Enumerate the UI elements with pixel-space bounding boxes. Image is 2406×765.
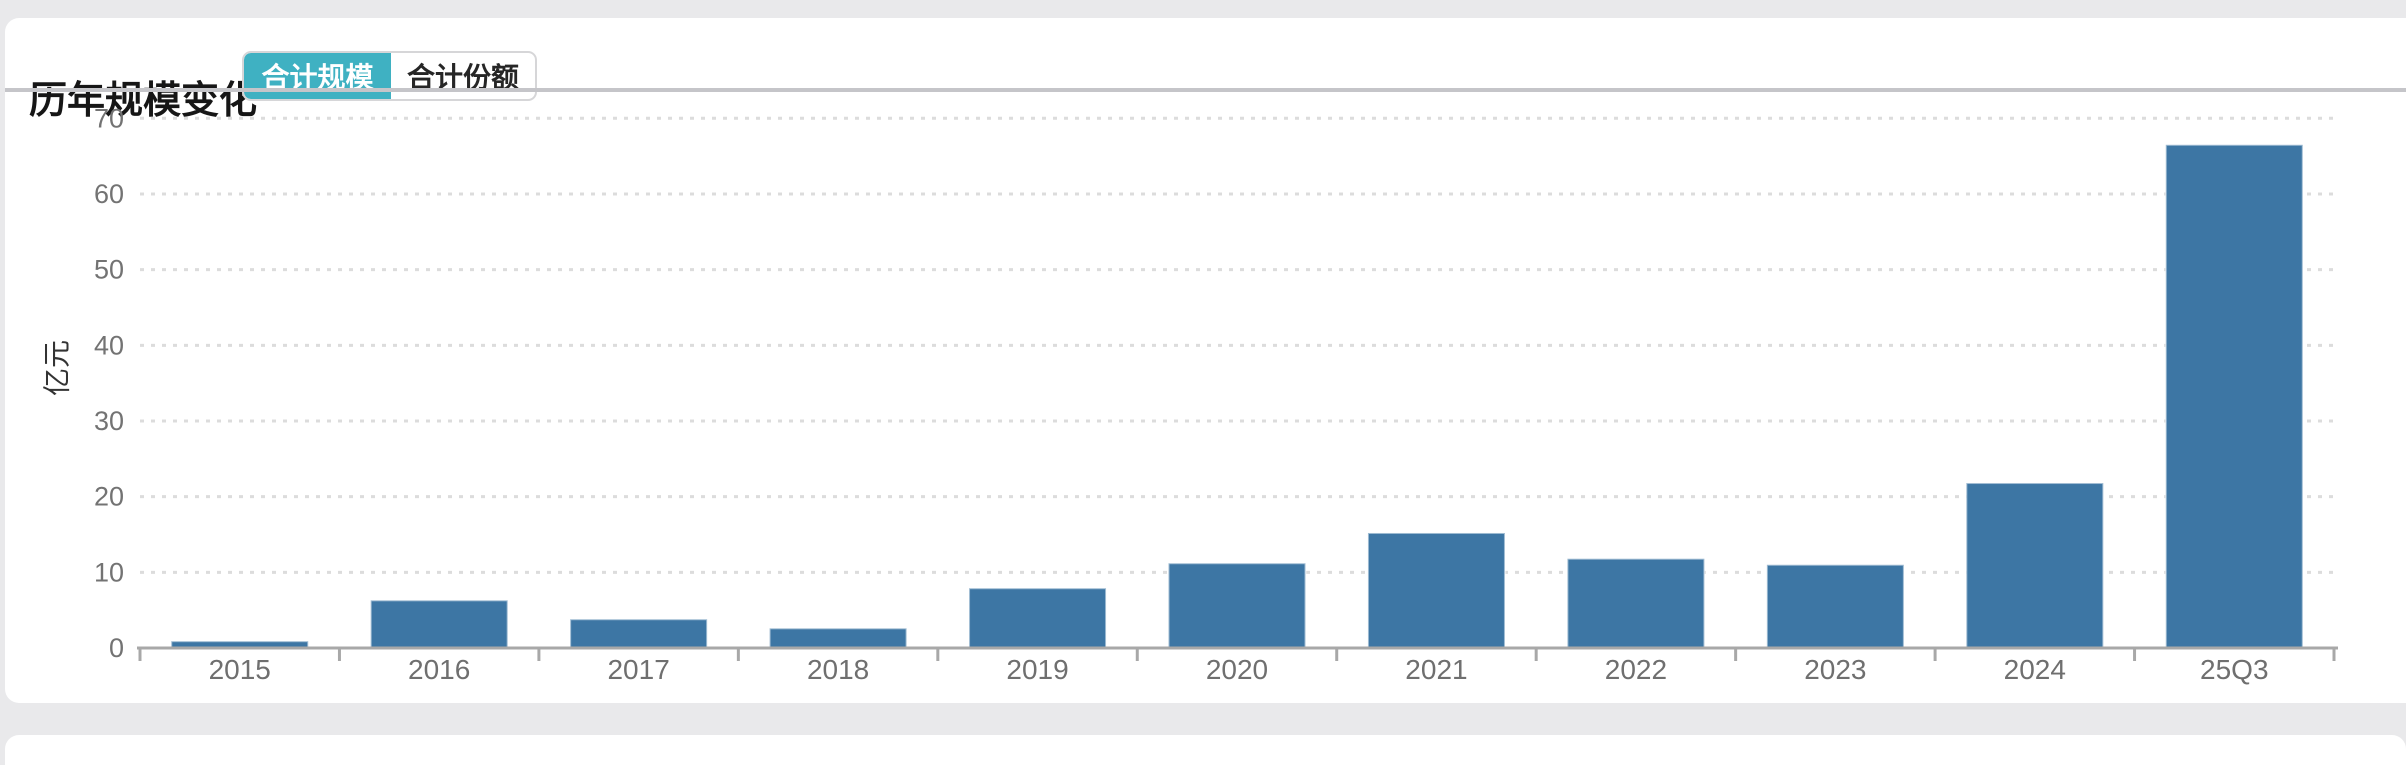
section-title: 历年规模变化 [29,79,258,122]
bar-2023[interactable] [1765,563,1905,649]
bar-2017[interactable] [569,618,709,650]
metric-tab-group: 合计规模 合计份额 [242,51,537,101]
bar-2024[interactable] [1965,482,2105,649]
page-background: { "header": { "title": "历年规模变化", "tabs":… [5,18,2406,765]
bar-2019[interactable] [968,587,1108,649]
bar-25Q3[interactable] [2164,143,2304,649]
bar-2015[interactable] [170,640,310,650]
bar-2016[interactable] [369,599,509,650]
bar-2020[interactable] [1167,562,1307,649]
tab-total-scale[interactable]: 合计规模 [244,53,391,99]
bar-2021[interactable] [1366,531,1506,649]
header-divider [5,88,2406,92]
bar-2018[interactable] [768,627,908,650]
bar-2022[interactable] [1566,557,1706,649]
tab-total-share[interactable]: 合计份额 [391,53,535,99]
